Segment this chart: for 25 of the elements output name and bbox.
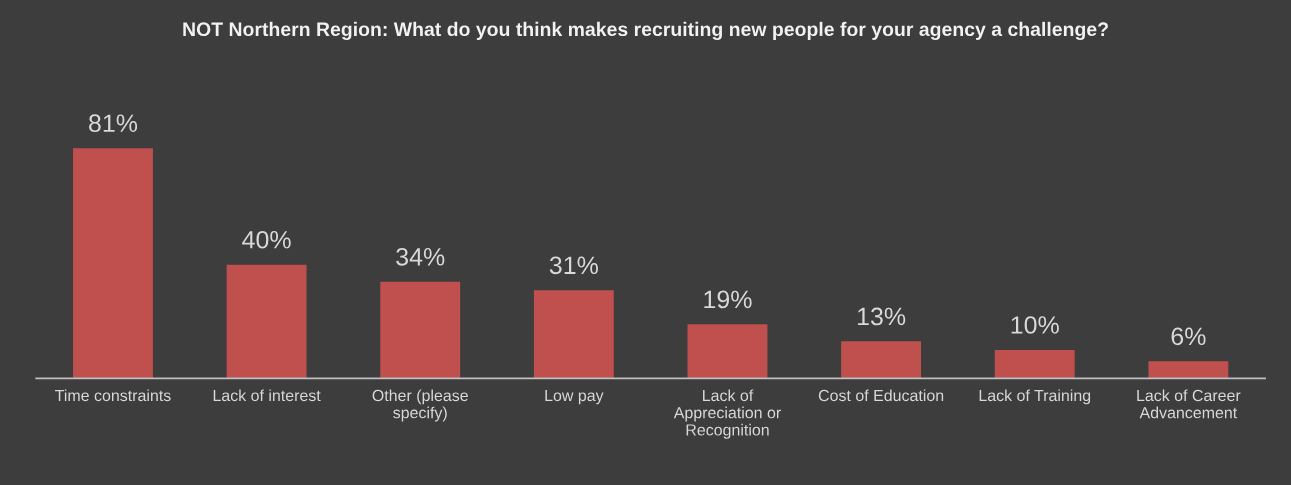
data-label: 40% bbox=[242, 230, 291, 249]
x-tick-label: Time constraints bbox=[55, 389, 171, 402]
x-tick-label: Lack of Training bbox=[979, 389, 1091, 405]
bar bbox=[687, 324, 768, 379]
data-label: 13% bbox=[858, 307, 906, 326]
data-label: 34% bbox=[396, 247, 445, 266]
x-tick-label: Other (please specify) bbox=[372, 389, 468, 422]
data-label: 19% bbox=[704, 290, 752, 309]
bar bbox=[533, 290, 614, 379]
x-tick-label: Cost of Education bbox=[818, 389, 944, 402]
chart-title: NOT Northern Region: What do you think makes recruiting new people for your agency a challenge? bbox=[183, 21, 1108, 41]
bar bbox=[73, 148, 153, 379]
data-label: 81% bbox=[89, 114, 138, 133]
x-tick-label: Lack of Career Advancement bbox=[1137, 389, 1241, 419]
x-tick-label: Lack of interest bbox=[213, 389, 321, 402]
bar bbox=[841, 341, 922, 379]
data-label: 10% bbox=[1011, 316, 1059, 334]
bar bbox=[380, 281, 461, 379]
x-tick-label: Low pay bbox=[545, 390, 604, 405]
bar bbox=[994, 349, 1075, 379]
data-label: 31% bbox=[549, 256, 598, 275]
bar bbox=[1148, 361, 1229, 379]
bar bbox=[226, 264, 307, 379]
x-tick-label: Lack of Appreciation or Recognition bbox=[673, 389, 781, 439]
data-label: 6% bbox=[1171, 327, 1206, 346]
